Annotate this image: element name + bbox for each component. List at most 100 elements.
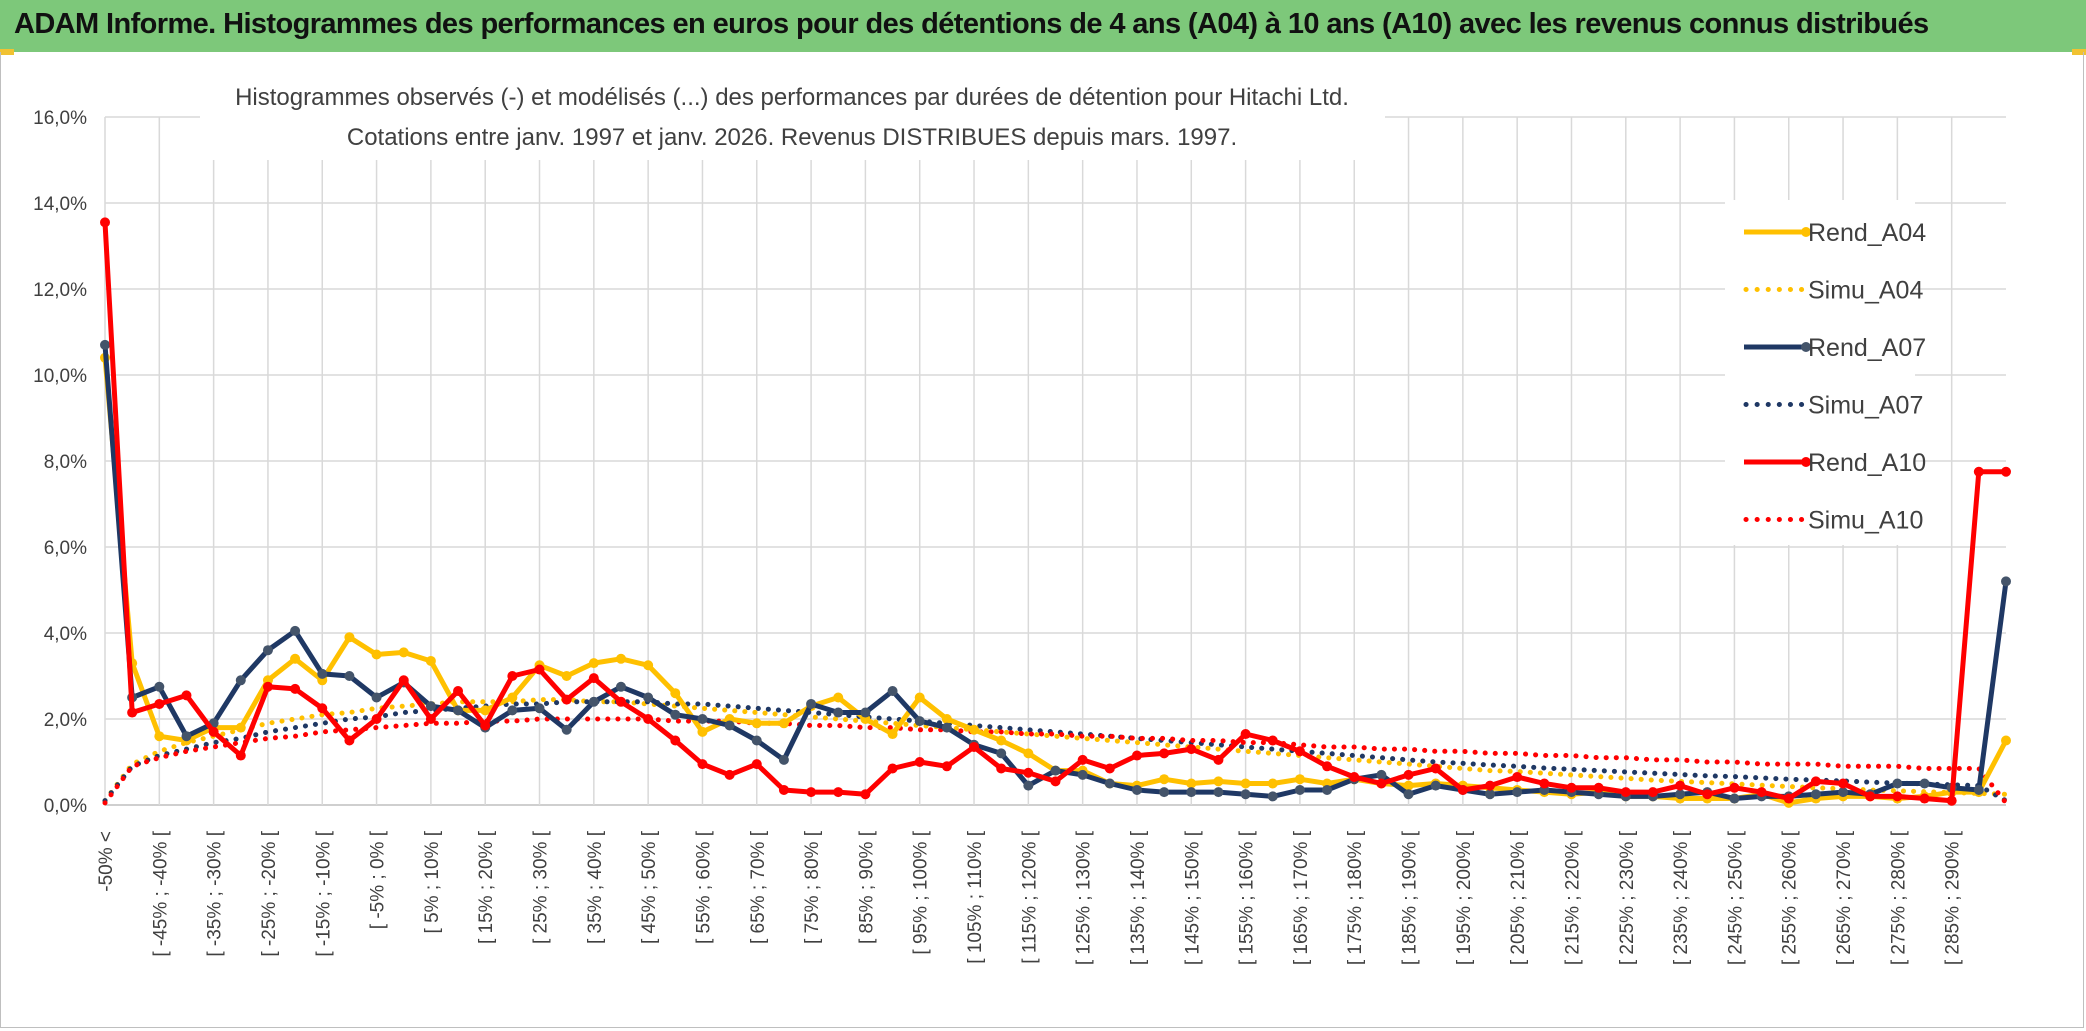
data-point (344, 735, 355, 746)
data-point (1023, 748, 1034, 759)
data-point (996, 735, 1007, 746)
data-point (1810, 789, 1821, 800)
chart-series (100, 217, 2011, 808)
chart-title-background (200, 78, 1385, 160)
data-point (1240, 778, 1251, 789)
data-point (262, 681, 273, 692)
series-rend-a04 (100, 352, 2011, 808)
data-point (1376, 778, 1387, 789)
banner-corner-right (2072, 49, 2086, 55)
data-point (1566, 782, 1577, 793)
y-tick-label: 10,0% (33, 366, 87, 387)
data-point (778, 784, 789, 795)
data-point (507, 692, 518, 703)
data-point (534, 664, 545, 675)
data-point (1430, 780, 1441, 791)
data-point (1593, 782, 1604, 793)
data-point (398, 647, 409, 658)
data-point (833, 707, 844, 718)
x-tick-label: -50% < (96, 831, 117, 892)
data-point (453, 686, 464, 697)
data-point (588, 696, 599, 707)
data-point (1675, 780, 1686, 791)
report-title: ADAM Informe. Histogrammes des performan… (14, 8, 1929, 40)
data-point (453, 705, 464, 716)
legend-item-rend-a10: Rend_A10 (1744, 449, 1926, 477)
data-point (480, 720, 491, 731)
x-tick-label: [ 185% ; 190% [ (1400, 830, 1421, 965)
data-point (914, 757, 925, 767)
data-point (670, 688, 681, 699)
data-point (2001, 735, 2011, 746)
data-point (670, 709, 681, 720)
data-point (1294, 784, 1305, 795)
data-point (697, 759, 708, 770)
x-tick-label: [ 265% ; 270% [ (1834, 830, 1855, 965)
data-point (1240, 729, 1251, 740)
data-point (317, 703, 328, 714)
data-point (1159, 774, 1170, 785)
data-point (371, 649, 382, 660)
data-point (154, 681, 165, 692)
chart-title-line2: Cotations entre janv. 1997 et janv. 2026… (347, 124, 1237, 151)
x-tick-label: [ 65% ; 70% [ (748, 830, 769, 944)
data-point (833, 692, 844, 703)
data-point (1213, 787, 1224, 798)
legend-marker (1801, 342, 1811, 352)
data-point (1186, 744, 1197, 755)
data-point (1892, 791, 1903, 802)
data-point (1539, 778, 1550, 789)
report-banner: ADAM Informe. Histogrammes des performan… (0, 0, 2086, 52)
data-point (887, 729, 898, 740)
data-point (1512, 772, 1523, 783)
x-tick-label: [ 285% ; 290% [ (1943, 830, 1964, 965)
data-point (1620, 787, 1631, 798)
data-point (1838, 787, 1849, 798)
legend-item-simu-a10: Simu_A10 (1743, 507, 1923, 535)
y-tick-label: 16,0% (33, 108, 87, 129)
series-simu-a10 (102, 716, 2009, 806)
data-point (181, 690, 192, 701)
x-tick-label: [ 55% ; 60% [ (693, 830, 714, 944)
data-point (2001, 466, 2011, 477)
data-point (1403, 769, 1414, 780)
data-point (1376, 769, 1387, 780)
data-point (1131, 784, 1142, 795)
x-tick-label: [ 275% ; 280% [ (1888, 830, 1909, 965)
data-point (1512, 787, 1523, 798)
legend-label: Simu_A07 (1808, 392, 1923, 420)
data-point (1865, 791, 1876, 802)
series-rend-a10 (100, 217, 2011, 806)
x-tick-label: [ 225% ; 230% [ (1617, 830, 1638, 965)
data-point (262, 645, 273, 656)
data-point (941, 714, 952, 724)
legend-item-rend-a04: Rend_A04 (1744, 219, 1926, 247)
data-point (887, 763, 898, 774)
data-point (670, 735, 681, 746)
data-point (643, 660, 654, 671)
x-tick-label: [ 25% ; 30% [ (531, 830, 552, 944)
data-point (1892, 778, 1903, 789)
x-tick-label: [ 195% ; 200% [ (1454, 830, 1475, 965)
data-point (1702, 789, 1713, 800)
legend-item-simu-a04: Simu_A04 (1743, 277, 1923, 305)
x-tick-label: [ 5% ; 10% [ (422, 830, 443, 933)
data-point (1729, 793, 1740, 804)
data-point (1267, 791, 1278, 802)
data-point (1104, 763, 1115, 774)
y-tick-label: 6,0% (44, 538, 87, 559)
data-point (1457, 784, 1468, 795)
legend-marker (1801, 457, 1811, 467)
data-point (1946, 795, 1957, 806)
data-point (235, 675, 246, 686)
data-point (344, 671, 355, 681)
y-axis-ticks: 0,0% 2,0% 4,0% 6,0% 8,0% 10,0% 12,0% 14,0% 16,0% (33, 108, 87, 817)
data-point (778, 718, 789, 729)
data-point (154, 731, 165, 742)
data-point (969, 724, 980, 735)
x-tick-label: [ 215% ; 220% [ (1562, 830, 1583, 965)
x-tick-label: [ -35% ; -30% [ (205, 830, 226, 956)
data-point (588, 673, 599, 684)
data-point (561, 724, 572, 735)
data-point (181, 731, 192, 742)
